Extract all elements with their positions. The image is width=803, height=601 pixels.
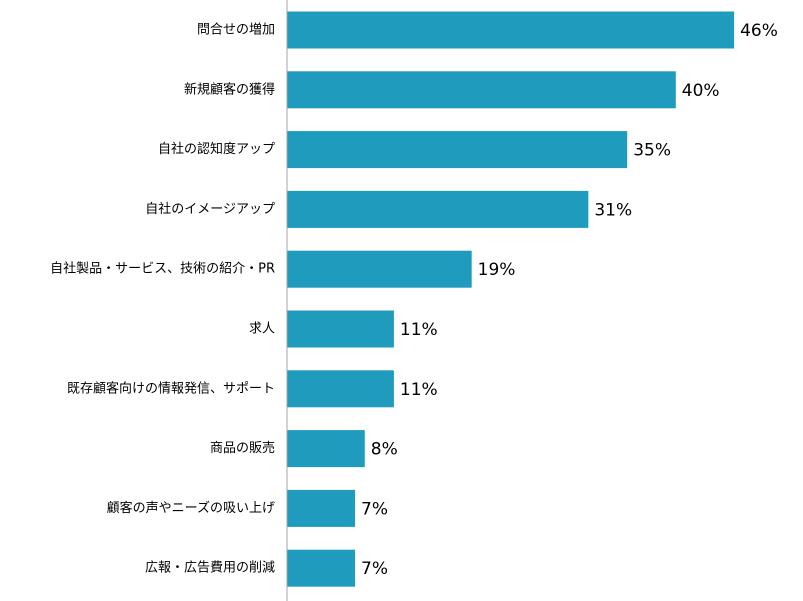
category-label: 問合せの増加 (197, 23, 275, 38)
value-label: 19% (478, 260, 516, 280)
bar (287, 489, 356, 527)
bar (287, 11, 735, 49)
value-label: 7% (361, 559, 388, 579)
bar (287, 430, 365, 468)
value-labels-group: 46% 40% 35% 31% 19% 11% 11% 8% 7% 7% (361, 21, 778, 579)
value-label: 31% (594, 200, 632, 220)
value-label: 46% (740, 21, 778, 41)
bar (287, 250, 472, 288)
bar (287, 131, 628, 169)
value-label: 8% (371, 440, 398, 460)
value-label: 35% (633, 141, 671, 161)
category-label: 自社のイメージアップ (145, 201, 275, 217)
category-label: 商品の販売 (210, 440, 275, 456)
category-label: 既存顧客向けの情報発信、サポート (67, 380, 275, 396)
category-label: 求人 (249, 322, 275, 337)
bars-group (287, 11, 735, 587)
bar (287, 190, 589, 228)
category-label: 新規顧客の獲得 (184, 81, 275, 97)
value-label: 11% (400, 320, 438, 340)
bar (287, 549, 356, 587)
category-label: 自社の認知度アップ (158, 141, 275, 157)
bar (287, 370, 394, 408)
bar (287, 310, 394, 348)
value-label: 7% (361, 499, 388, 519)
category-label: 広報・広告費用の削減 (145, 560, 275, 576)
category-labels-group: 問合せの増加新規顧客の獲得自社の認知度アップ自社のイメージアップ自社製品・サービ… (50, 23, 275, 576)
category-label: 顧客の声やニーズの吸い上げ (107, 500, 275, 516)
value-label: 11% (400, 380, 438, 400)
bar (287, 71, 676, 109)
value-label: 40% (682, 81, 720, 101)
category-label: 自社製品・サービス、技術の紹介・PR (50, 261, 275, 277)
